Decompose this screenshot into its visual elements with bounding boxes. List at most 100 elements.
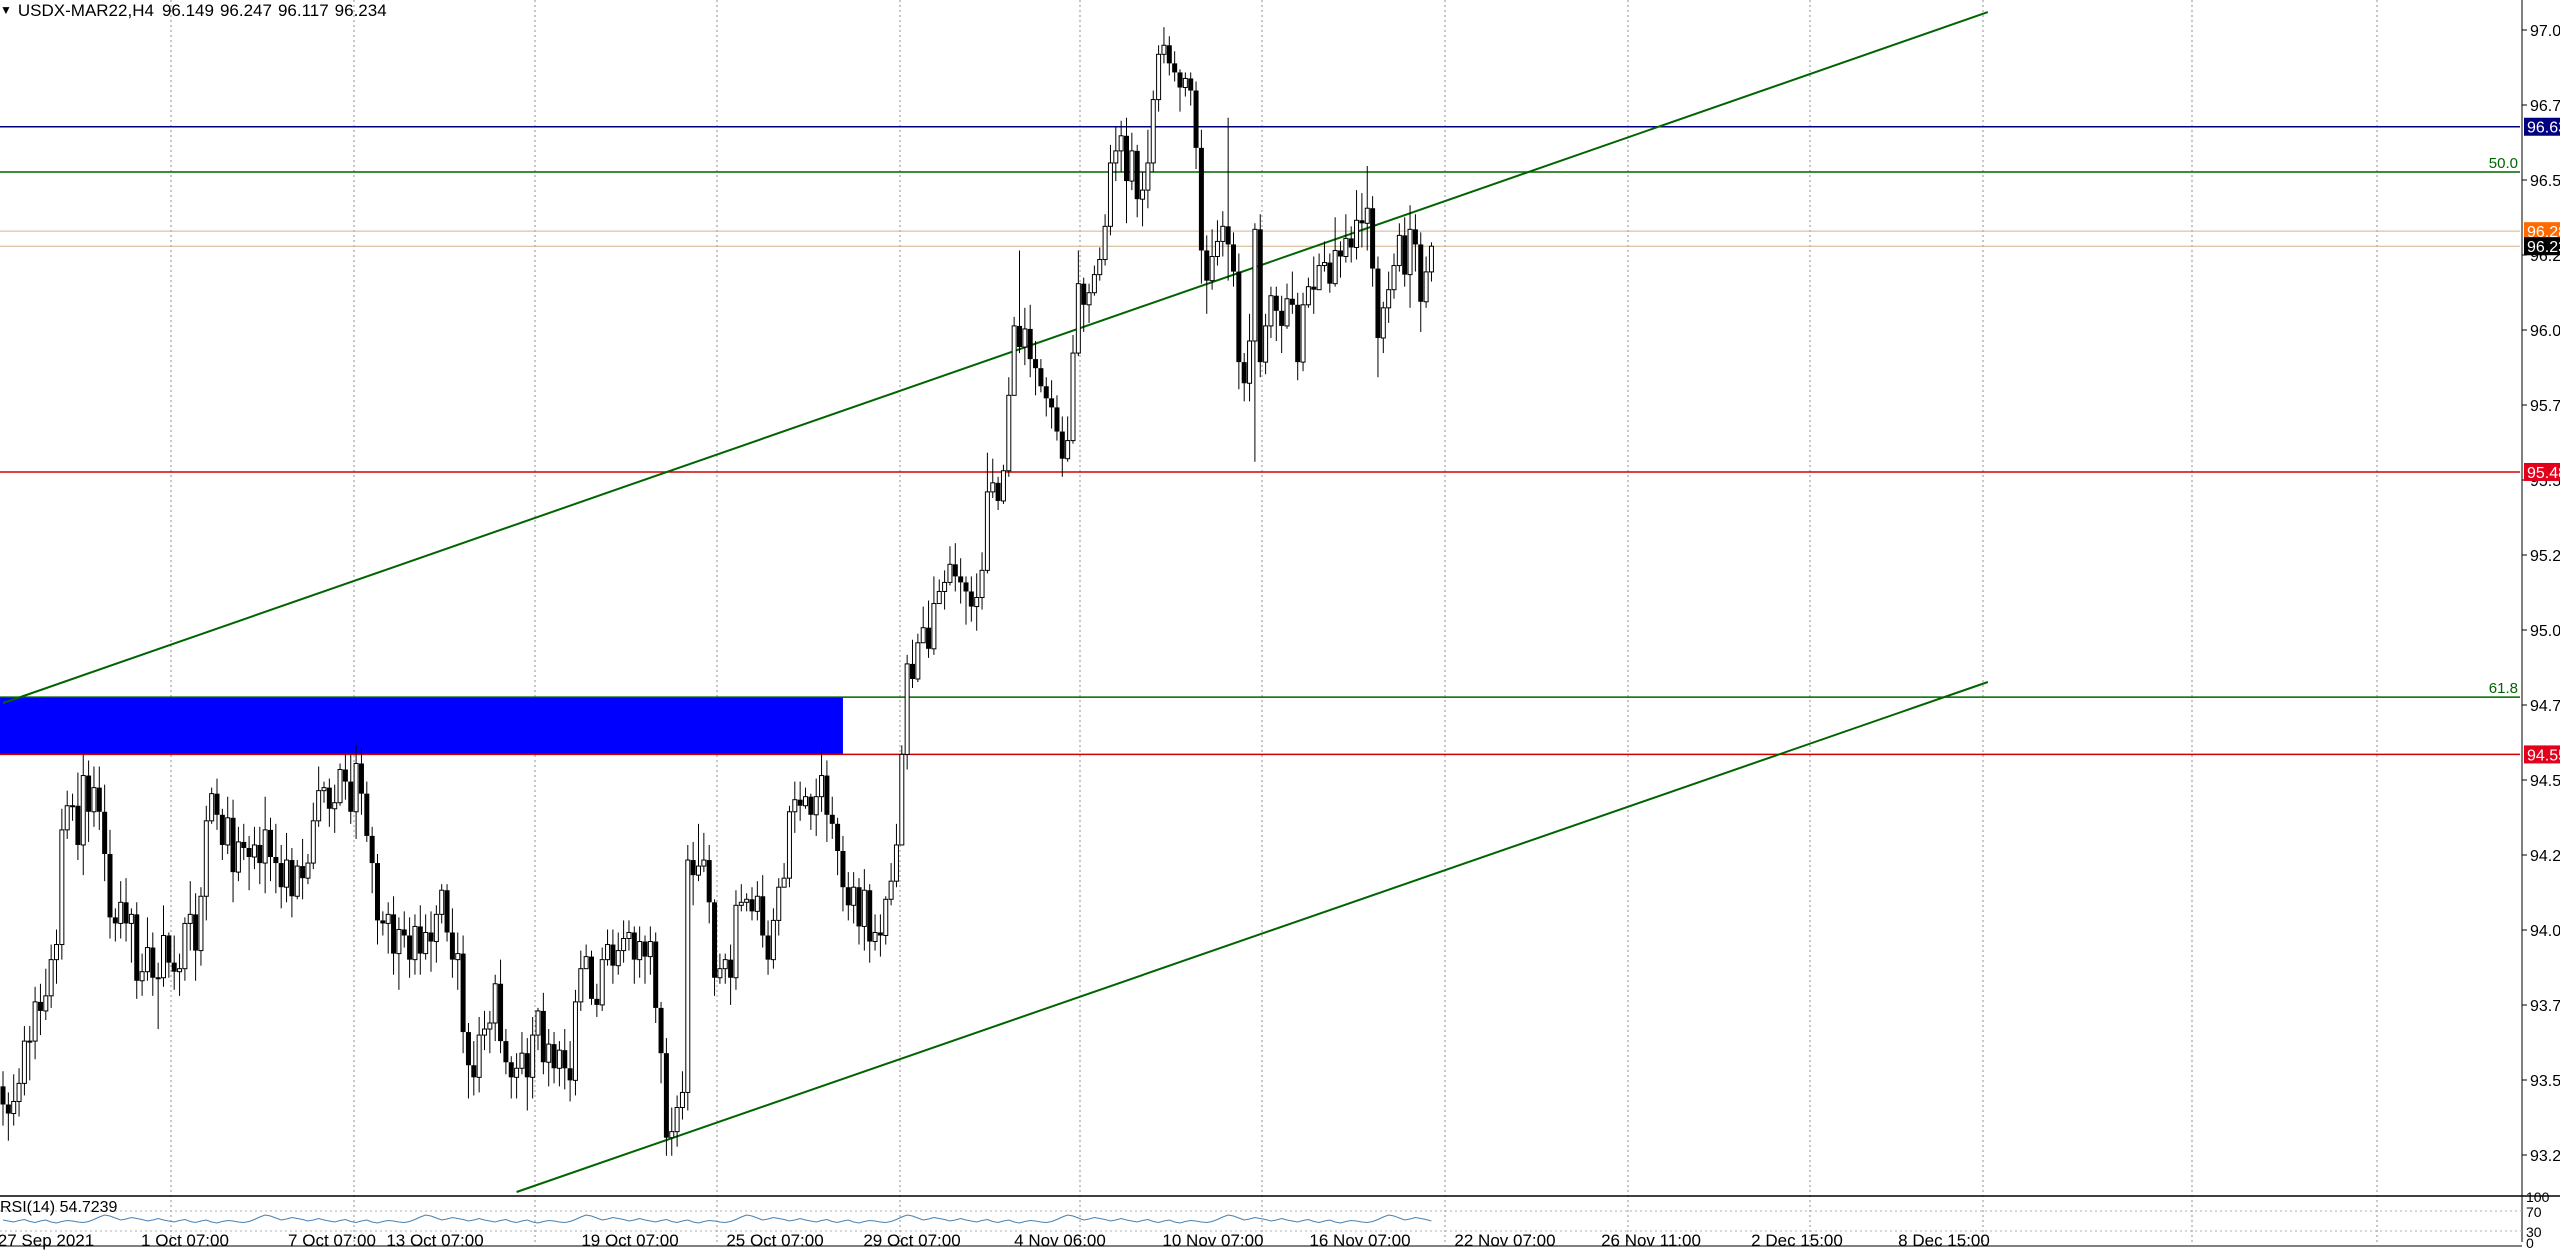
candle-body-bear <box>1231 244 1236 272</box>
candle-body-bull <box>1316 265 1322 291</box>
candle-body-bear <box>37 1001 43 1011</box>
candle <box>765 920 771 975</box>
candle <box>219 808 225 861</box>
candle <box>75 772 81 861</box>
candle <box>567 1041 573 1102</box>
candle <box>128 908 134 963</box>
candle <box>599 947 605 1011</box>
candle-body-bear <box>524 1053 530 1078</box>
candle <box>439 884 445 924</box>
candle <box>974 573 980 631</box>
candle <box>1124 117 1129 224</box>
candle <box>1027 304 1033 378</box>
candle-body-bull <box>1102 225 1108 261</box>
candle <box>877 914 883 957</box>
candle <box>1279 295 1285 354</box>
candle <box>482 1010 487 1051</box>
candle <box>1091 265 1097 296</box>
candle <box>589 950 594 1005</box>
price-tick-label: 93.260 <box>2530 1148 2560 1165</box>
price-tag-label: 94.550 <box>2527 747 2560 764</box>
candle-body-bull <box>139 971 145 982</box>
candle <box>476 1016 482 1093</box>
candle <box>1247 313 1253 402</box>
candle-body-bear <box>273 857 279 864</box>
candle <box>144 917 150 981</box>
candle-body-bear <box>926 627 932 649</box>
candle-body-bear <box>1054 407 1060 432</box>
candle <box>556 1041 562 1087</box>
candle-body-bull <box>888 880 894 900</box>
candle-body-bull <box>1011 325 1017 396</box>
rsi-line <box>2 1214 1432 1224</box>
candle-body-bear <box>1338 250 1343 257</box>
candle <box>551 1032 557 1084</box>
candle-body-bear <box>765 935 771 960</box>
candle <box>1065 416 1071 462</box>
price-tick-label: 94.760 <box>2530 698 2560 715</box>
candle-body-bear <box>342 769 348 782</box>
candle <box>690 841 696 906</box>
price-tag-bg <box>2524 222 2560 241</box>
candle-body-bear <box>749 899 755 912</box>
candle <box>257 826 263 885</box>
candle <box>1418 232 1424 332</box>
candle <box>829 796 835 839</box>
candle <box>722 953 728 984</box>
candle <box>123 878 129 942</box>
price-axis-bg <box>2522 0 2560 1251</box>
candle-body-bull <box>412 925 418 961</box>
candle <box>803 787 808 809</box>
collapse-triangle-icon[interactable]: ▼ <box>0 3 12 17</box>
candle-body-bear <box>428 932 434 942</box>
candle-body-bear <box>471 1065 477 1078</box>
candle <box>562 1029 568 1090</box>
candle-body-bull <box>915 642 921 680</box>
price-tag-label: 96.284 <box>2527 224 2560 241</box>
candle <box>1054 395 1060 441</box>
candle-body-bull <box>904 663 910 755</box>
candle-body-bull <box>1252 228 1258 342</box>
candle <box>770 908 776 969</box>
time-axis: 27 Sep 2021 1 Oct 07:00 7 Oct 07:00 13 Oct … <box>0 1231 1990 1250</box>
candle-body-bear <box>1236 271 1242 363</box>
candle <box>64 790 70 839</box>
candle-body-bull <box>27 1040 33 1043</box>
candle-body-bear <box>658 1007 664 1054</box>
candle <box>1220 211 1226 257</box>
candle-body-bear <box>1177 72 1183 88</box>
candle-body-bull <box>519 1052 525 1069</box>
candle <box>54 929 59 984</box>
candle-body-bear <box>856 887 862 927</box>
candle <box>455 932 461 990</box>
candle <box>1305 277 1311 308</box>
candle <box>305 854 311 885</box>
price-tag-bg <box>2524 462 2560 481</box>
candle-body-bear <box>1412 229 1418 245</box>
candle <box>492 974 498 1042</box>
candle <box>1295 292 1301 381</box>
candle <box>915 633 921 683</box>
candle <box>926 600 932 658</box>
candle-body-bear <box>1295 304 1301 363</box>
candle-body-bear <box>364 793 370 836</box>
candle <box>893 823 899 888</box>
candle <box>112 908 118 942</box>
zone-layer <box>0 697 843 755</box>
candle-body-bull <box>1268 295 1274 327</box>
candle-body-bull <box>70 805 76 808</box>
candle <box>316 766 322 827</box>
candle-body-bear <box>369 835 375 864</box>
price-tick-label: 94.010 <box>2530 923 2560 940</box>
candle <box>1049 380 1055 429</box>
candle <box>102 784 108 882</box>
candle <box>423 914 429 960</box>
candle-body-bear <box>995 482 1001 501</box>
candle-body-bear <box>1327 262 1333 284</box>
candle <box>375 854 380 945</box>
candle <box>0 1071 6 1126</box>
fibo-level-label: 50.0 <box>2489 155 2518 172</box>
candle-body-bull <box>1129 150 1135 182</box>
